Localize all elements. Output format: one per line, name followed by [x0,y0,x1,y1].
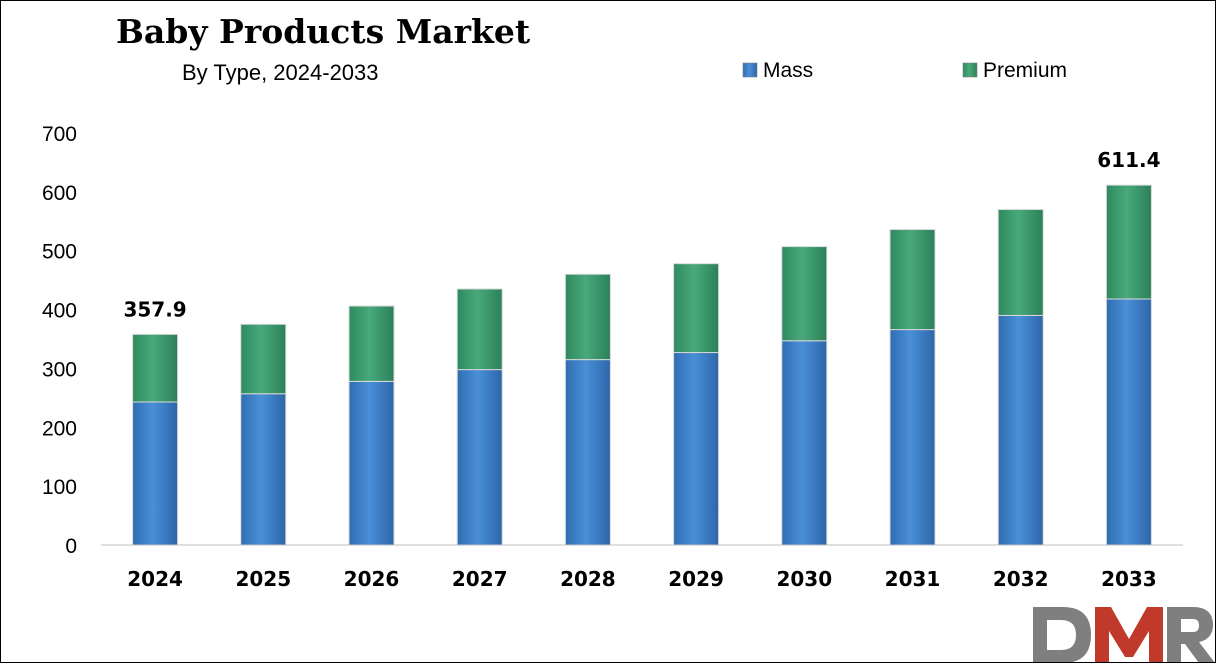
y-tick-label: 700 [42,123,77,146]
total-label-2033: 611.4 [1097,148,1160,172]
legend-swatch-mass [742,62,758,78]
legend-swatch-premium [962,62,978,78]
x-tick-label: 2029 [668,567,724,591]
bar-mass-2030 [781,340,828,546]
bar-mass-2029 [673,352,720,546]
dmr-logo [1033,607,1215,662]
bar-mass-2031 [889,329,936,546]
y-tick-label: 300 [42,358,77,381]
x-axis: 2024 2025 2026 2027 2028 2029 2030 2031 2032 2033 [101,544,1183,591]
y-tick-label: 400 [42,300,77,323]
bar-mass-2025 [240,393,287,546]
x-tick-label: 2025 [235,567,291,591]
bar-mass-2028 [564,359,611,546]
bar-premium-2026 [348,305,395,382]
y-tick-label: 500 [42,241,77,264]
bars [132,184,1152,546]
legend: Mass Premium [742,59,1067,82]
total-labels: 357.9 611.4 [123,148,1160,321]
chart-subtitle: By Type, 2024-2033 [182,60,379,85]
x-tick-label: 2026 [344,567,400,591]
bar-premium-2024 [132,333,179,403]
x-tick-label: 2027 [452,567,508,591]
bar-premium-2031 [889,229,936,331]
y-tick-label: 600 [42,182,77,205]
y-tick-label: 200 [42,417,77,440]
x-tick-label: 2028 [560,567,616,591]
bar-premium-2030 [781,246,828,342]
y-tick-label: 100 [42,476,77,499]
bar-premium-2028 [564,273,611,361]
x-tick-label: 2033 [1101,567,1157,591]
x-tick-label: 2030 [776,567,832,591]
bar-premium-2027 [456,288,503,371]
bar-premium-2032 [997,209,1044,316]
y-tick-label: 0 [65,535,77,558]
bar-premium-2029 [673,263,720,354]
legend-label-premium: Premium [983,59,1067,82]
x-tick-label: 2024 [127,567,183,591]
total-label-2024: 357.9 [123,297,186,321]
y-axis: 0 100 200 300 400 500 600 700 [42,123,77,558]
bar-mass-2024 [132,401,179,546]
bar-premium-2033 [1105,184,1152,300]
legend-label-mass: Mass [763,59,813,82]
x-tick-label: 2032 [993,567,1049,591]
bar-mass-2027 [456,369,503,546]
bar-mass-2033 [1105,298,1152,546]
bar-mass-2026 [348,380,395,546]
chart-title: Baby Products Market [116,12,531,51]
bar-premium-2025 [240,323,287,395]
x-tick-label: 2031 [885,567,941,591]
bar-mass-2032 [997,314,1044,546]
